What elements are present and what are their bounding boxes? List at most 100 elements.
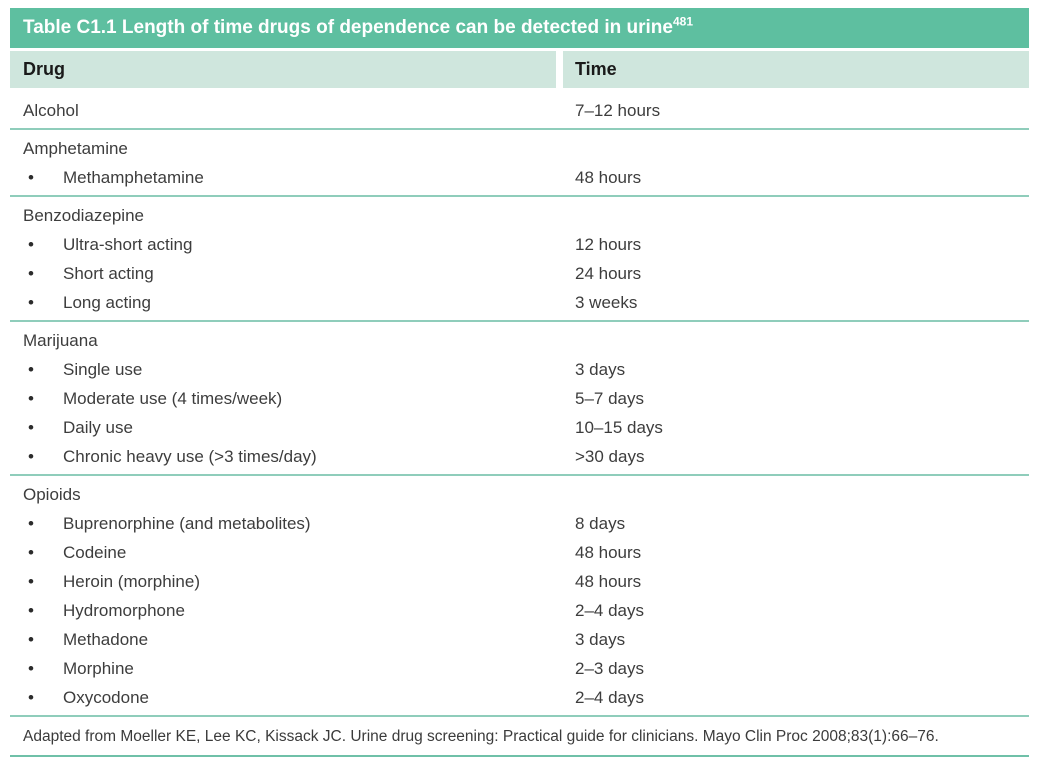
- table-row-group: Alcohol 7–12 hours: [10, 96, 1029, 125]
- table-row-item: • Methamphetamine 48 hours: [10, 163, 1029, 192]
- drug-cell: • Hydromorphone: [10, 601, 575, 621]
- bullet-icon: •: [28, 687, 34, 707]
- drug-cell: • Methadone: [10, 630, 575, 650]
- drug-cell: Amphetamine: [10, 139, 575, 159]
- table-title: Table C1.1 Length of time drugs of depen…: [23, 17, 673, 38]
- table-row-group: Amphetamine: [10, 134, 1029, 163]
- table-footer-citation: Adapted from Moeller KE, Lee KC, Kissack…: [10, 717, 1029, 757]
- time-value: 2–3 days: [575, 658, 644, 678]
- drug-label: Ultra-short acting: [63, 234, 193, 254]
- drug-cell: • Single use: [10, 360, 575, 380]
- table-body: Alcohol 7–12 hours Amphetamine • Methampheta…: [10, 88, 1029, 717]
- table-row-group: Marijuana: [10, 326, 1029, 355]
- drug-label: Single use: [63, 359, 143, 379]
- drug-cell: • Codeine: [10, 543, 575, 563]
- table-row-item: • Buprenorphine (and metabolites) 8 days: [10, 509, 1029, 538]
- drug-detection-table: Table C1.1 Length of time drugs of depen…: [10, 8, 1029, 757]
- time-value: 2–4 days: [575, 600, 644, 620]
- time-value: 48 hours: [575, 542, 642, 562]
- drug-label: Heroin (morphine): [63, 571, 200, 591]
- drug-cell: • Ultra-short acting: [10, 235, 575, 255]
- drug-cell: • Morphine: [10, 659, 575, 679]
- drug-label: Opioids: [23, 484, 81, 504]
- table-title-reference-superscript: 481: [672, 14, 694, 29]
- bullet-icon: •: [28, 167, 34, 187]
- drug-label: Amphetamine: [23, 138, 128, 158]
- table-row-item: • Daily use 10–15 days: [10, 413, 1029, 442]
- drug-label: Morphine: [63, 658, 134, 678]
- time-value: 48 hours: [575, 167, 642, 187]
- bullet-icon: •: [28, 234, 34, 254]
- time-value: 2–4 days: [575, 687, 644, 707]
- drug-cell: • Short acting: [10, 264, 575, 284]
- drug-cell: • Daily use: [10, 418, 575, 438]
- bullet-icon: •: [28, 292, 34, 312]
- table-row-item: • Oxycodone 2–4 days: [10, 683, 1029, 712]
- drug-label: Marijuana: [23, 330, 98, 350]
- bullet-icon: •: [28, 658, 34, 678]
- table-row-item: • Long acting 3 weeks: [10, 288, 1029, 317]
- table-row-item: • Chronic heavy use (>3 times/day) >30 day…: [10, 442, 1029, 471]
- bullet-icon: •: [28, 263, 34, 283]
- time-value: 24 hours: [575, 263, 642, 283]
- table-row-item: • Heroin (morphine) 48 hours: [10, 567, 1029, 596]
- drug-label: Long acting: [63, 292, 151, 312]
- table-section: Benzodiazepine • Ultra-short acting 12 hour…: [10, 197, 1029, 322]
- table-row-group: Benzodiazepine: [10, 201, 1029, 230]
- time-value: 48 hours: [575, 571, 642, 591]
- time-value: 8 days: [575, 513, 626, 533]
- drug-cell: • Buprenorphine (and metabolites): [10, 514, 575, 534]
- table-section: Amphetamine • Methamphetamine 48 hours: [10, 130, 1029, 197]
- drug-label: Short acting: [63, 263, 154, 283]
- drug-label: Methamphetamine: [63, 167, 204, 187]
- table-row-item: • Short acting 24 hours: [10, 259, 1029, 288]
- bullet-icon: •: [28, 388, 34, 408]
- table-row-item: • Single use 3 days: [10, 355, 1029, 384]
- drug-cell: • Moderate use (4 times/week): [10, 389, 575, 409]
- table-section: Alcohol 7–12 hours: [10, 88, 1029, 130]
- bullet-icon: •: [28, 629, 34, 649]
- drug-cell: Marijuana: [10, 331, 575, 351]
- table-row-item: • Hydromorphone 2–4 days: [10, 596, 1029, 625]
- time-value: 3 days: [575, 359, 626, 379]
- time-value: 7–12 hours: [575, 100, 661, 120]
- drug-cell: Opioids: [10, 485, 575, 505]
- bullet-icon: •: [28, 417, 34, 437]
- bullet-icon: •: [28, 571, 34, 591]
- bullet-icon: •: [28, 359, 34, 379]
- drug-label: Moderate use (4 times/week): [63, 388, 283, 408]
- drug-label: Codeine: [63, 542, 127, 562]
- time-value: 12 hours: [575, 234, 642, 254]
- column-header-row: Drug Time: [10, 51, 1029, 88]
- column-header-drug: Drug: [10, 51, 556, 88]
- drug-label: Alcohol: [23, 100, 79, 120]
- bullet-icon: •: [28, 600, 34, 620]
- table-section: Opioids • Buprenorphine (and metabolites) 8…: [10, 476, 1029, 717]
- drug-label: Oxycodone: [63, 687, 149, 707]
- drug-label: Chronic heavy use (>3 times/day): [63, 446, 317, 466]
- drug-cell: • Chronic heavy use (>3 times/day): [10, 447, 575, 467]
- column-header-time: Time: [563, 51, 1029, 88]
- table-row-item: • Moderate use (4 times/week) 5–7 days: [10, 384, 1029, 413]
- table-row-item: • Morphine 2–3 days: [10, 654, 1029, 683]
- drug-cell: Benzodiazepine: [10, 206, 575, 226]
- time-value: 3 days: [575, 629, 626, 649]
- drug-cell: • Methamphetamine: [10, 168, 575, 188]
- table-row-item: • Ultra-short acting 12 hours: [10, 230, 1029, 259]
- table-row-item: • Codeine 48 hours: [10, 538, 1029, 567]
- drug-label: Hydromorphone: [63, 600, 185, 620]
- drug-label: Buprenorphine (and metabolites): [63, 513, 311, 533]
- drug-label: Daily use: [63, 417, 133, 437]
- bullet-icon: •: [28, 513, 34, 533]
- drug-cell: • Oxycodone: [10, 688, 575, 708]
- drug-cell: • Heroin (morphine): [10, 572, 575, 592]
- drug-cell: Alcohol: [10, 101, 575, 121]
- time-value: 3 weeks: [575, 292, 638, 312]
- time-value: 5–7 days: [575, 388, 644, 408]
- drug-label: Methadone: [63, 629, 149, 649]
- bullet-icon: •: [28, 446, 34, 466]
- table-section: Marijuana • Single use 3 days • Moderate use …: [10, 322, 1029, 476]
- time-value: >30 days: [575, 446, 645, 466]
- table-row-item: • Methadone 3 days: [10, 625, 1029, 654]
